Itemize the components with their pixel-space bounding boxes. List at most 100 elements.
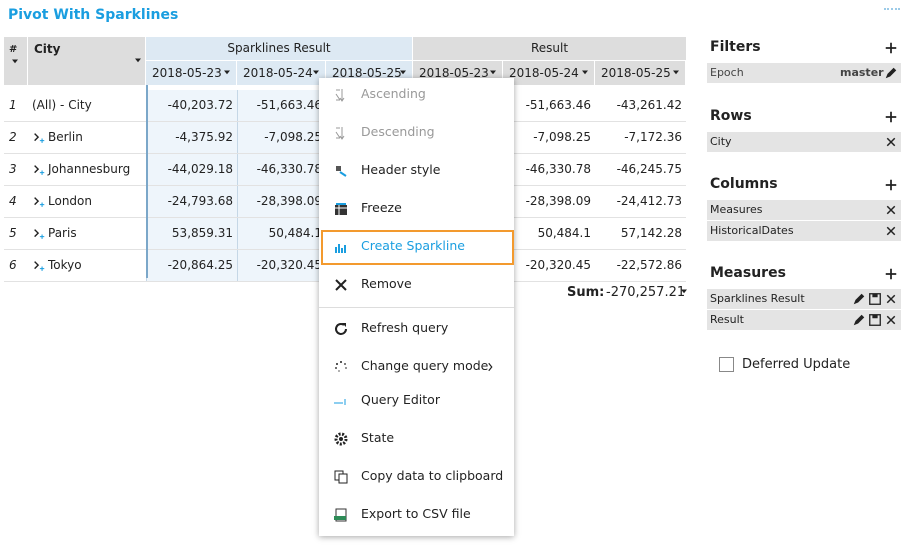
value-cell: -7,098.25	[237, 122, 326, 153]
group-header: Sparklines Result	[146, 37, 413, 60]
value-cell: -46,245.75	[616, 162, 682, 176]
add-button[interactable]	[884, 41, 898, 55]
row-index: 1	[9, 98, 17, 112]
edit-button-glyph	[853, 314, 865, 326]
row-index: 4	[9, 194, 17, 208]
field-label: Epoch	[710, 66, 744, 79]
field-chip[interactable]	[707, 200, 901, 220]
edit-button[interactable]	[852, 313, 866, 327]
date-sort-glyph	[313, 70, 319, 75]
date-sort-glyph	[582, 70, 588, 75]
value-cell: -43,261.42	[616, 98, 682, 112]
date-sort	[579, 66, 591, 78]
menu-item[interactable]: Remove	[361, 276, 412, 291]
value-cell: 50,484.1	[537, 226, 591, 240]
field-chip[interactable]	[707, 310, 901, 330]
date-header[interactable]: 2018-05-23	[146, 61, 237, 85]
menu-icon	[333, 359, 349, 375]
submenu-arrow	[485, 361, 497, 373]
menu-item[interactable]: Copy data to clipboard	[361, 468, 504, 483]
date-header[interactable]: 2018-05-24	[503, 61, 595, 85]
edit-button[interactable]	[852, 292, 866, 306]
menu-icon	[333, 163, 349, 179]
add-button[interactable]	[884, 178, 898, 192]
value-cell: -20,320.45	[525, 258, 591, 272]
sum-arrow-glyph	[681, 289, 687, 294]
expand-icon-glyph	[34, 197, 45, 207]
remove-button-glyph	[886, 226, 896, 236]
add-button[interactable]	[884, 267, 898, 281]
add-button-glyph	[885, 179, 897, 191]
edit-button-glyph	[885, 67, 897, 79]
menu-item[interactable]: Header style	[361, 162, 441, 177]
field-chip[interactable]	[707, 289, 901, 309]
context-menu: Ascending Descending Header style Freeze Cre…	[319, 78, 514, 536]
value-cell: -44,029.18	[146, 154, 237, 185]
menu-icon-glyph	[335, 279, 347, 291]
menu-icon-glyph	[335, 89, 345, 102]
value-cell: -28,398.09	[525, 194, 591, 208]
checkbox[interactable]	[719, 357, 734, 372]
index-sort-glyph	[12, 59, 18, 64]
menu-item[interactable]: Refresh query	[361, 320, 449, 335]
value-cell: -7,098.25	[533, 130, 591, 144]
menu-item[interactable]: Export to CSV file	[361, 506, 471, 521]
menu-item: Ascending	[361, 86, 426, 101]
menu-icon-glyph	[335, 203, 347, 215]
title: Pivot With Sparklines	[8, 7, 179, 23]
section-title: Columns	[710, 176, 778, 192]
date-sort	[397, 66, 409, 78]
date-header[interactable]: 2018-05-25	[595, 61, 686, 85]
expand-icon[interactable]	[32, 227, 46, 241]
field-label: HistoricalDates	[710, 224, 794, 237]
menu-item[interactable]: Freeze	[361, 200, 402, 215]
field-label: City	[710, 135, 732, 148]
save-button[interactable]	[868, 313, 882, 327]
city-cell: (All) - City	[32, 98, 92, 112]
menu-icon-glyph	[335, 127, 345, 140]
menu-icon	[333, 277, 349, 293]
value-cell: -20,320.45	[237, 250, 326, 281]
save-button[interactable]	[868, 292, 882, 306]
field-chip[interactable]	[707, 221, 901, 241]
section-title: Filters	[710, 39, 761, 55]
remove-button[interactable]	[885, 225, 897, 237]
expand-icon-glyph	[34, 261, 45, 271]
submenu-arrow-glyph	[488, 362, 493, 372]
sum-value[interactable]: -270,257.21	[606, 285, 686, 300]
expand-icon[interactable]	[32, 163, 46, 177]
menu-item[interactable]: Change query mode	[361, 358, 489, 373]
value-cell: 53,859.31	[146, 218, 237, 249]
dots	[884, 8, 900, 11]
menu-icon-glyph	[334, 432, 348, 446]
field-chip[interactable]	[707, 63, 901, 83]
menu-item[interactable]: Create Sparkline	[361, 238, 465, 253]
menu-icon-glyph	[335, 361, 347, 372]
city-cell: Berlin	[48, 130, 83, 144]
menu-icon	[333, 125, 349, 141]
field-chip[interactable]	[707, 132, 901, 152]
date-header[interactable]: 2018-05-24	[237, 61, 326, 85]
remove-button[interactable]	[885, 293, 897, 305]
remove-button[interactable]	[885, 204, 897, 216]
menu-icon-glyph	[334, 399, 346, 405]
expand-icon-glyph	[34, 165, 45, 175]
expand-icon[interactable]	[32, 195, 46, 209]
add-button-glyph	[885, 268, 897, 280]
sum-label: Sum:	[567, 285, 605, 300]
remove-button[interactable]	[885, 314, 897, 326]
field-label: Result	[710, 313, 744, 326]
edit-button[interactable]	[884, 66, 898, 80]
city-header: City	[28, 37, 146, 85]
value-cell: -46,330.78	[525, 162, 591, 176]
menu-item[interactable]: State	[361, 430, 395, 445]
menu-item[interactable]: Query Editor	[361, 392, 440, 407]
remove-button[interactable]	[885, 136, 897, 148]
expand-icon[interactable]	[32, 259, 46, 273]
city-cell: Tokyo	[48, 258, 82, 272]
date-sort	[221, 66, 233, 78]
city-cell: Paris	[48, 226, 77, 240]
expand-icon[interactable]	[32, 131, 46, 145]
menu-icon	[333, 507, 349, 523]
add-button[interactable]	[884, 110, 898, 124]
